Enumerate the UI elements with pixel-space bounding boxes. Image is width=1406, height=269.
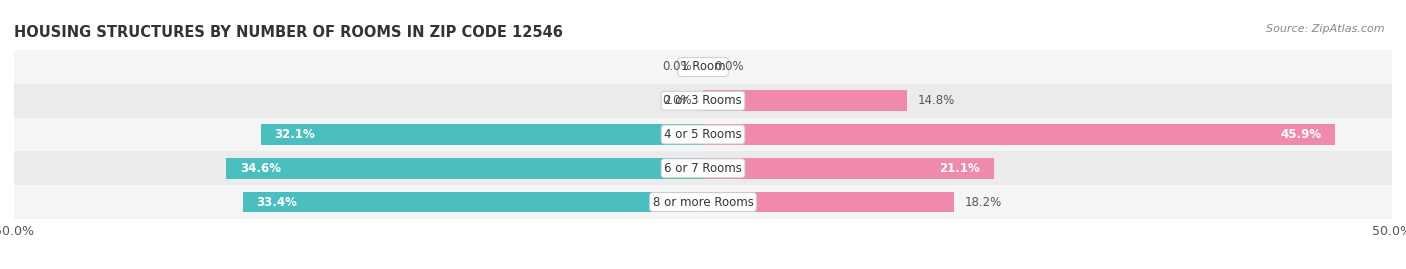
Bar [703, 90, 907, 111]
Text: 0.0%: 0.0% [714, 61, 744, 73]
Text: 1 Room: 1 Room [681, 61, 725, 73]
Text: 33.4%: 33.4% [256, 196, 298, 208]
Text: 32.1%: 32.1% [274, 128, 315, 141]
Text: 4 or 5 Rooms: 4 or 5 Rooms [664, 128, 742, 141]
Bar [14, 151, 1392, 185]
Text: 6 or 7 Rooms: 6 or 7 Rooms [664, 162, 742, 175]
Bar [14, 50, 1392, 84]
Bar [703, 124, 1336, 145]
Bar [243, 192, 703, 213]
Text: 45.9%: 45.9% [1281, 128, 1322, 141]
Text: 18.2%: 18.2% [965, 196, 1002, 208]
Text: Source: ZipAtlas.com: Source: ZipAtlas.com [1267, 24, 1385, 34]
Text: 8 or more Rooms: 8 or more Rooms [652, 196, 754, 208]
Text: 0.0%: 0.0% [662, 94, 692, 107]
Text: HOUSING STRUCTURES BY NUMBER OF ROOMS IN ZIP CODE 12546: HOUSING STRUCTURES BY NUMBER OF ROOMS IN… [14, 25, 562, 40]
Text: 34.6%: 34.6% [240, 162, 281, 175]
Bar [703, 192, 953, 213]
Bar [260, 124, 703, 145]
Text: 14.8%: 14.8% [918, 94, 955, 107]
Bar [14, 118, 1392, 151]
Bar [14, 84, 1392, 118]
Text: 0.0%: 0.0% [662, 61, 692, 73]
Bar [226, 158, 703, 179]
Text: 2 or 3 Rooms: 2 or 3 Rooms [664, 94, 742, 107]
Bar [14, 185, 1392, 219]
Text: 21.1%: 21.1% [939, 162, 980, 175]
Bar [703, 158, 994, 179]
